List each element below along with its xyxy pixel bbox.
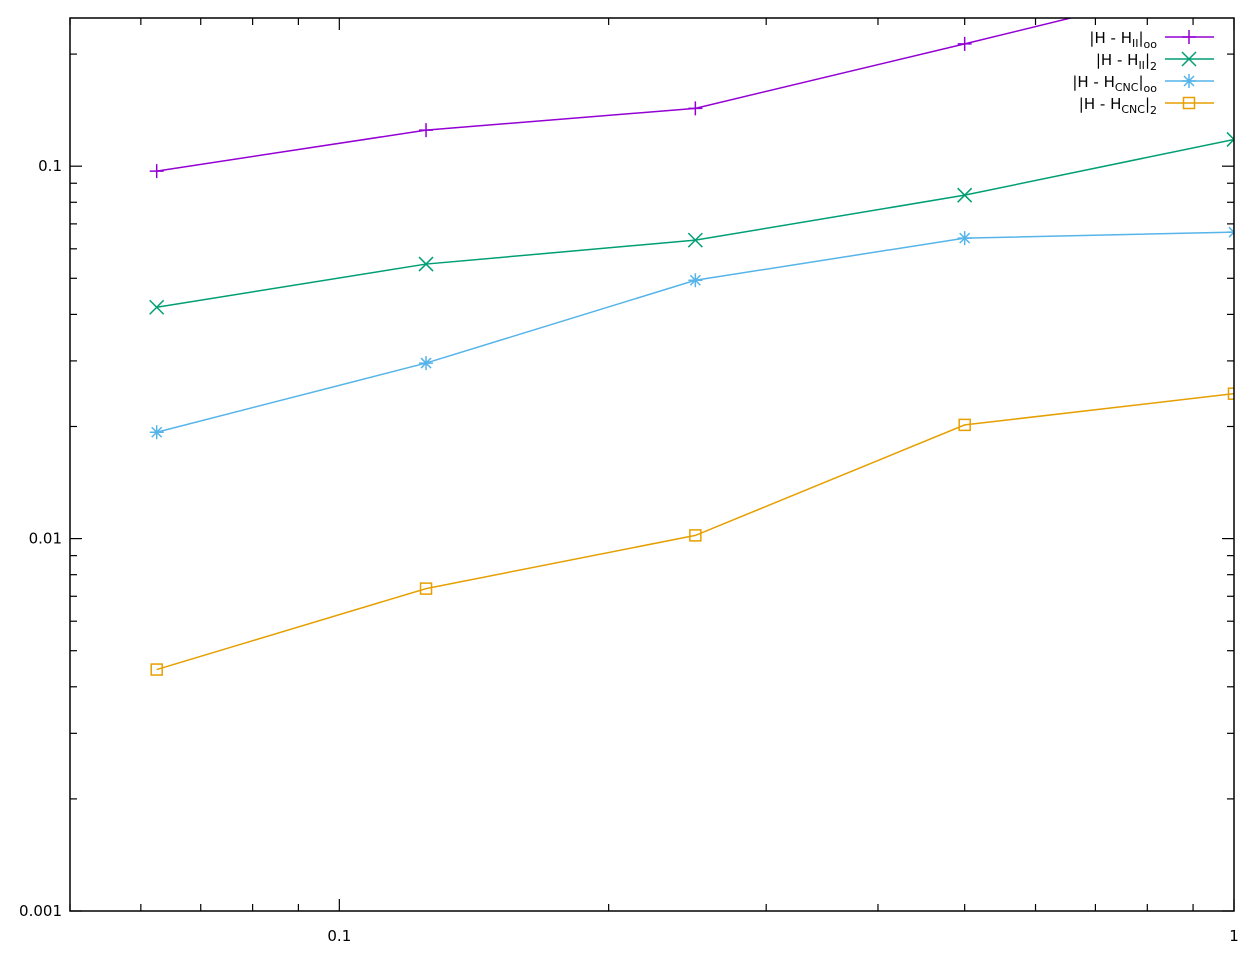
axis-ticks: 0.1 1 0.001 0.01 0.1 — [19, 18, 1239, 945]
y-tick-label: 0.001 — [19, 902, 62, 920]
plus-marker — [1182, 30, 1196, 44]
legend-label-sub: II — [1132, 37, 1139, 50]
legend-label: |H - HII|2 — [1096, 51, 1157, 73]
plot-frame — [69, 17, 1235, 912]
cross-marker — [957, 187, 973, 203]
series-2 — [149, 225, 1234, 440]
series-line — [156, 392, 1234, 671]
legend-label-norm: oo — [1144, 38, 1158, 51]
cross-marker — [149, 299, 165, 315]
y-tick-label: 0.01 — [29, 530, 62, 548]
star-marker — [1182, 74, 1196, 88]
series-1 — [149, 131, 1234, 315]
legend-label-bar: | — [1145, 51, 1150, 69]
legend-label-main: |H - H — [1089, 29, 1132, 47]
legend-label-norm: 2 — [1150, 104, 1157, 117]
legend-label: |H - HII|oo — [1089, 29, 1157, 51]
legend-label-norm: 2 — [1150, 60, 1157, 73]
square-marker — [419, 582, 433, 595]
cross-marker — [418, 256, 434, 272]
series-3 — [150, 387, 1234, 676]
square-marker — [1227, 387, 1234, 400]
cross-marker — [1181, 51, 1197, 67]
legend-label-sub: CNC — [1121, 103, 1145, 116]
cross-marker — [1226, 131, 1234, 147]
legend-label: |H - HCNC|oo — [1072, 73, 1157, 95]
legend-label-sub: II — [1138, 59, 1145, 72]
series-line — [156, 231, 1234, 433]
plus-marker — [419, 123, 434, 138]
square-marker — [150, 663, 163, 676]
plus-marker — [957, 36, 972, 51]
star-marker — [419, 356, 434, 371]
legend-label-bar: | — [1138, 29, 1143, 47]
legend-label-sub: CNC — [1115, 81, 1139, 94]
plus-marker — [149, 164, 164, 179]
legend-label-main: |H - H — [1096, 51, 1139, 69]
cross-marker — [687, 232, 703, 248]
x-tick-label: 0.1 — [327, 927, 351, 945]
legend-label-bar: | — [1145, 95, 1150, 113]
series-0 — [149, 18, 1074, 179]
legend-label: |H - HCNC|2 — [1079, 95, 1157, 117]
series-group — [149, 18, 1234, 676]
star-marker — [957, 231, 972, 246]
x-tick-label: 1 — [1229, 927, 1239, 945]
legend-label-main: |H - H — [1072, 73, 1115, 91]
plus-marker — [688, 101, 703, 116]
legend-label-bar: | — [1138, 73, 1143, 91]
legend-label-norm: oo — [1144, 82, 1158, 95]
square-marker — [958, 418, 971, 432]
legend: |H - HII|oo|H - HII|2|H - HCNC|oo|H - HC… — [1072, 29, 1214, 117]
square-marker — [689, 529, 702, 542]
star-marker — [149, 425, 164, 440]
star-marker — [688, 273, 703, 288]
legend-label-main: |H - H — [1079, 95, 1122, 113]
y-tick-label: 0.1 — [38, 157, 62, 175]
square-marker — [1182, 96, 1196, 110]
